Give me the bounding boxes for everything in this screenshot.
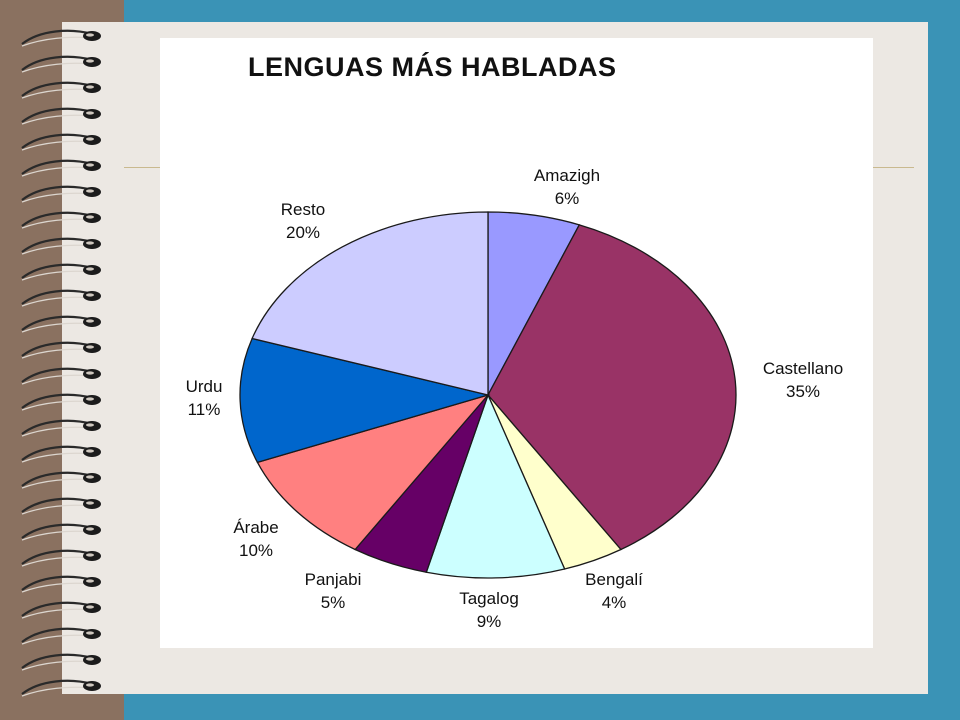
- spiral-binding-icon: [21, 29, 101, 697]
- slice-label-name: Tagalog: [459, 589, 519, 608]
- spiral-ring-icon: [21, 627, 101, 645]
- slice-label-value: 11%: [188, 400, 221, 419]
- spiral-ring-icon: [21, 237, 101, 255]
- slice-label-value: 35%: [786, 382, 820, 401]
- spiral-ring-icon: [21, 211, 101, 229]
- chart-title: LENGUAS MÁS HABLADAS: [248, 52, 617, 82]
- spiral-ring-icon: [21, 445, 101, 463]
- spiral-ring-icon: [21, 549, 101, 567]
- slice-label-value: 9%: [477, 612, 502, 631]
- slice-label-value: 4%: [602, 593, 627, 612]
- slice-label-value: 20%: [286, 223, 320, 242]
- pie-slice-urdu: [239, 337, 491, 464]
- spiral-ring-icon: [21, 107, 101, 125]
- slice-label-name: Panjabi: [305, 570, 362, 589]
- slice-label-name: Bengalí: [585, 570, 643, 589]
- spiral-ring-icon: [21, 341, 101, 359]
- spiral-ring-icon: [21, 653, 101, 671]
- spiral-ring-icon: [21, 575, 101, 593]
- slice-label-name: Urdu: [186, 377, 223, 396]
- spiral-ring-icon: [21, 393, 101, 411]
- spiral-ring-icon: [21, 679, 101, 697]
- pie-slice-árabe: [256, 393, 490, 551]
- slice-label-name: Castellano: [763, 359, 843, 378]
- spiral-ring-icon: [21, 81, 101, 99]
- spiral-ring-icon: [21, 133, 101, 151]
- spiral-ring-icon: [21, 289, 101, 307]
- spiral-ring-icon: [21, 601, 101, 619]
- slice-label-value: 5%: [321, 593, 346, 612]
- spiral-ring-icon: [21, 263, 101, 281]
- pie-slice-resto: [251, 211, 489, 396]
- spiral-ring-icon: [21, 523, 101, 541]
- pie-slice-castellano: [487, 224, 737, 551]
- slice-label-value: 10%: [239, 541, 273, 560]
- slice-label-name: Resto: [281, 200, 325, 219]
- spiral-ring-icon: [21, 471, 101, 489]
- pie-slices: [239, 211, 737, 579]
- spiral-ring-icon: [21, 315, 101, 333]
- spiral-ring-icon: [21, 159, 101, 177]
- slice-label-name: Amazigh: [534, 166, 600, 185]
- pie-labels: Amazigh 6% Castellano 35% Bengalí 4% Tagalog 9%…: [186, 166, 844, 631]
- spiral-ring-icon: [21, 419, 101, 437]
- pie-slice-tagalog: [425, 393, 566, 579]
- spiral-ring-icon: [21, 29, 101, 47]
- slice-label-value: 6%: [555, 189, 580, 208]
- spiral-ring-icon: [21, 55, 101, 73]
- spiral-ring-icon: [21, 497, 101, 515]
- spiral-ring-icon: [21, 185, 101, 203]
- spiral-ring-icon: [21, 367, 101, 385]
- slice-label-name: Árabe: [233, 518, 278, 537]
